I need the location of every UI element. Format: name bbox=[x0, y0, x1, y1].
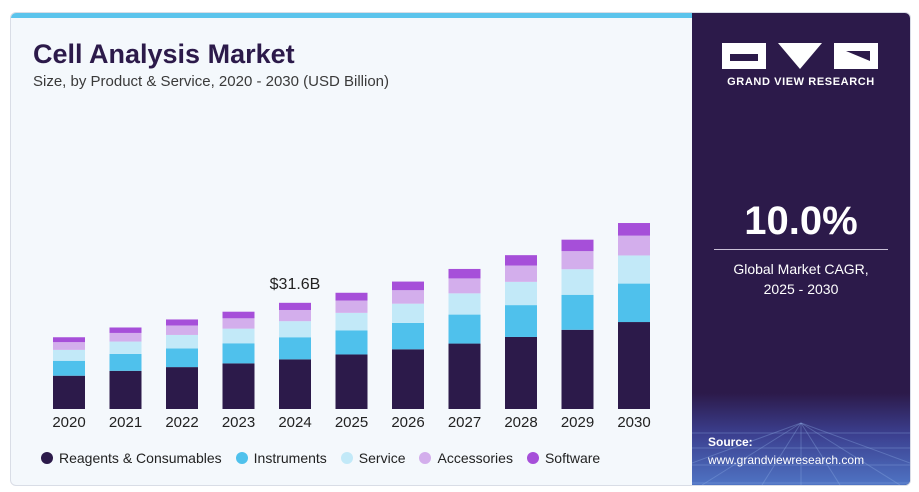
bar-segment-2022-0 bbox=[166, 367, 198, 409]
cagr-label: Global Market CAGR, bbox=[733, 261, 869, 277]
bar-segment-2021-0 bbox=[109, 370, 142, 409]
bar-segment-2026-0 bbox=[392, 349, 424, 409]
bar-segment-2021-3 bbox=[109, 332, 142, 342]
bar-segment-2028-0 bbox=[505, 336, 537, 409]
grid-pattern-icon bbox=[692, 422, 910, 485]
bar-segment-2026-2 bbox=[392, 303, 424, 323]
brand-name: GRAND VIEW RESEARCH bbox=[727, 76, 875, 88]
bar-segment-2025-0 bbox=[335, 354, 368, 409]
bar-segment-2023-3 bbox=[222, 318, 255, 329]
source-url: www.grandviewresearch.com bbox=[708, 453, 865, 467]
bar-segment-2029-3 bbox=[561, 251, 594, 270]
chart-subtitle: Size, by Product & Service, 2020 - 2030 … bbox=[33, 73, 389, 90]
bar-segment-2024-3 bbox=[279, 309, 311, 322]
bar-segment-2027-0 bbox=[448, 343, 481, 409]
bar-segment-2024-2 bbox=[279, 321, 311, 338]
x-tick-label: 2025 bbox=[335, 414, 368, 431]
side-panel: GRAND VIEW RESEARCH 10.0% Global Market … bbox=[692, 13, 910, 485]
cagr-value: 10.0% bbox=[744, 199, 858, 243]
stacked-bar-chart: 2020 2021 2022 2023 2024 $31.6B 2025 2026 2027 20… bbox=[52, 223, 651, 431]
bar-segment-2023-2 bbox=[222, 328, 255, 344]
x-tick-label: 2023 bbox=[222, 414, 255, 431]
bar-segment-2023-1 bbox=[222, 343, 255, 364]
bar-segment-2020-0 bbox=[53, 375, 85, 409]
legend-item-reagents: Reagents & Consumables bbox=[41, 450, 222, 466]
bar-segment-2030-4 bbox=[618, 223, 650, 236]
bar-segment-2023-4 bbox=[222, 311, 255, 319]
bar-segment-2022-1 bbox=[166, 348, 198, 368]
bar-segment-2020-3 bbox=[53, 342, 85, 350]
cagr-years: 2025 - 2030 bbox=[763, 281, 839, 297]
legend-item-software: Software bbox=[526, 450, 601, 466]
x-tick-label: 2027 bbox=[448, 414, 481, 431]
bar-segment-2030-2 bbox=[618, 255, 650, 284]
bar-segment-2029-4 bbox=[561, 239, 594, 252]
bar-segment-2021-2 bbox=[109, 341, 142, 354]
bar-segment-2027-1 bbox=[448, 314, 481, 344]
legend-item-service: Service bbox=[340, 450, 406, 466]
bar-segment-2025-1 bbox=[335, 330, 368, 355]
x-tick-label: 2024 bbox=[278, 414, 311, 431]
bar-segment-2024-1 bbox=[279, 337, 311, 360]
bar-segment-2027-4 bbox=[448, 268, 481, 279]
bar-segment-2022-4 bbox=[166, 319, 198, 326]
source-background bbox=[692, 393, 910, 485]
bar-segment-2028-3 bbox=[505, 265, 537, 282]
cagr-divider bbox=[714, 249, 888, 250]
legend-swatch-instruments bbox=[235, 452, 248, 464]
x-tick-label: 2020 bbox=[52, 414, 85, 431]
bar-segment-2030-0 bbox=[618, 322, 650, 409]
bar-segment-2025-4 bbox=[335, 292, 368, 301]
bar-segment-2030-3 bbox=[618, 235, 650, 256]
bar-segment-2024-4 bbox=[279, 302, 311, 310]
accent-bar bbox=[11, 13, 692, 18]
bar-segment-2029-1 bbox=[561, 294, 594, 330]
bar-segment-2030-1 bbox=[618, 283, 650, 323]
legend-swatch-software bbox=[526, 452, 539, 464]
bar-segment-2022-2 bbox=[166, 334, 198, 349]
bar-segment-2021-4 bbox=[109, 327, 142, 333]
chart-legend: Reagents & Consumables Instruments Servi… bbox=[41, 447, 600, 469]
legend-item-instruments: Instruments bbox=[235, 450, 327, 466]
x-tick-label: 2022 bbox=[165, 414, 198, 431]
bar-segment-2024-0 bbox=[279, 359, 311, 409]
bar-segment-2029-0 bbox=[561, 329, 594, 409]
bar-segment-2021-1 bbox=[109, 353, 142, 371]
bar-segment-2020-1 bbox=[53, 360, 85, 376]
bar-segment-2022-3 bbox=[166, 325, 198, 335]
legend-label-accessories: Accessories bbox=[437, 450, 513, 466]
bar-segment-2023-0 bbox=[222, 363, 255, 409]
bar-segment-2026-1 bbox=[392, 322, 424, 350]
bar-segment-2025-2 bbox=[335, 312, 368, 331]
chart-card: Cell Analysis Market Size, by Product & … bbox=[10, 12, 911, 486]
legend-swatch-accessories bbox=[419, 452, 432, 464]
x-tick-label: 2026 bbox=[391, 414, 424, 431]
bar-segment-2029-2 bbox=[561, 269, 594, 295]
bar-segment-2028-1 bbox=[505, 305, 537, 337]
value-annotation: $31.6B bbox=[270, 276, 321, 293]
legend-label-service: Service bbox=[358, 450, 406, 466]
bar-segment-2028-2 bbox=[505, 281, 537, 306]
bar-segment-2020-2 bbox=[53, 349, 85, 361]
bar-segment-2025-3 bbox=[335, 300, 368, 313]
legend-swatch-service bbox=[340, 452, 353, 464]
legend-label-software: Software bbox=[544, 450, 601, 466]
legend-label-instruments: Instruments bbox=[253, 450, 327, 466]
x-tick-label: 2021 bbox=[109, 414, 142, 431]
bar-segment-2028-4 bbox=[505, 255, 537, 266]
bar-segment-2026-3 bbox=[392, 290, 424, 304]
legend-swatch-reagents bbox=[41, 452, 53, 464]
bar-segment-2027-2 bbox=[448, 293, 481, 315]
x-tick-label: 2029 bbox=[561, 414, 594, 431]
legend-item-accessories: Accessories bbox=[419, 450, 513, 466]
chart-title: Cell Analysis Market bbox=[33, 39, 295, 69]
x-tick-label: 2028 bbox=[504, 414, 537, 431]
legend-label-reagents: Reagents & Consumables bbox=[59, 450, 222, 466]
x-tick-label: 2030 bbox=[617, 414, 650, 431]
brand-logo-icon bbox=[722, 43, 878, 69]
bar-segment-2026-4 bbox=[392, 281, 424, 291]
bar-segment-2027-3 bbox=[448, 278, 481, 294]
source-title: Source: bbox=[708, 435, 753, 449]
bar-segment-2020-4 bbox=[53, 337, 85, 343]
